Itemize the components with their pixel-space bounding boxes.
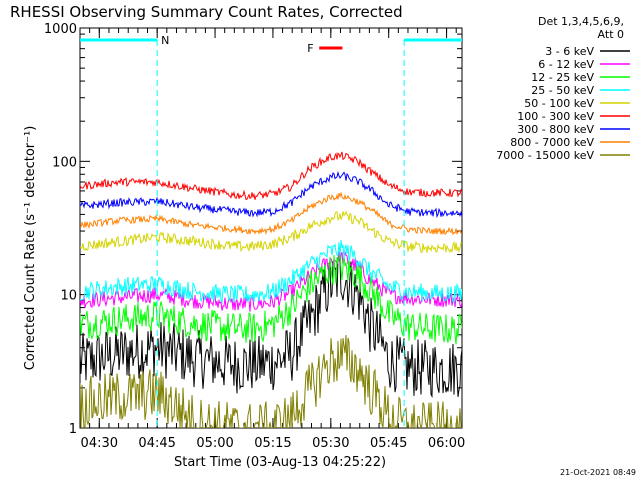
legend-label: 3 - 6 keV (545, 45, 594, 58)
plot-layer: 1 10 100 1000 04:30 04:45 05:00 05:15 05:30 05:45… (44, 22, 630, 451)
y-tick-label: 1000 (44, 22, 77, 37)
legend-label: 300 - 800 keV (517, 123, 594, 136)
series-line-8 (80, 191, 462, 236)
legend-label: 100 - 300 keV (517, 110, 594, 123)
legend-label: 12 - 25 keV (531, 71, 594, 84)
chart-title: RHESSI Observing Summary Count Rates, Co… (10, 3, 403, 21)
x-tick-label: 05:15 (254, 436, 291, 451)
y-tick-label: 10 (60, 289, 77, 304)
series-line-4 (80, 240, 462, 305)
x-tick-label: 06:00 (428, 436, 465, 451)
series-group (80, 151, 462, 428)
x-tick-label: 05:30 (312, 436, 349, 451)
x-tick-label: 05:45 (370, 436, 407, 451)
legend-label: 25 - 50 keV (531, 84, 594, 97)
series-line-3 (80, 254, 462, 345)
x-tick-label: 04:30 (81, 436, 118, 451)
x-tick-label: 05:00 (196, 436, 233, 451)
legend-label: 800 - 7000 keV (510, 136, 594, 149)
legend-label: 6 - 12 keV (538, 58, 594, 71)
flare-label: F (307, 42, 313, 55)
x-tick-label: 04:45 (138, 436, 175, 451)
y-axis-label: Corrected Count Rate (s⁻¹ detector⁻¹) (23, 126, 38, 371)
y-tick-label: 100 (52, 155, 77, 170)
legend-header-line-1: Det 1,3,4,5,6,9, (538, 15, 624, 28)
y-tick-label: 1 (69, 422, 77, 437)
legend-header-line-2: Att 0 (598, 28, 624, 41)
series-line-5 (80, 210, 462, 254)
series-line-2 (80, 250, 462, 312)
series-line-6 (80, 151, 462, 200)
night-label: N (161, 34, 169, 47)
legend-label: 7000 - 15000 keV (496, 149, 594, 162)
footer-date: 21-Oct-2021 08:49 (560, 468, 636, 477)
legend-label: 50 - 100 keV (524, 97, 594, 110)
x-axis-label: Start Time (03-Aug-13 04:25:22) (174, 455, 386, 470)
series-line-9 (80, 334, 462, 428)
series-line-7 (80, 170, 462, 219)
series-line-1 (80, 258, 462, 399)
